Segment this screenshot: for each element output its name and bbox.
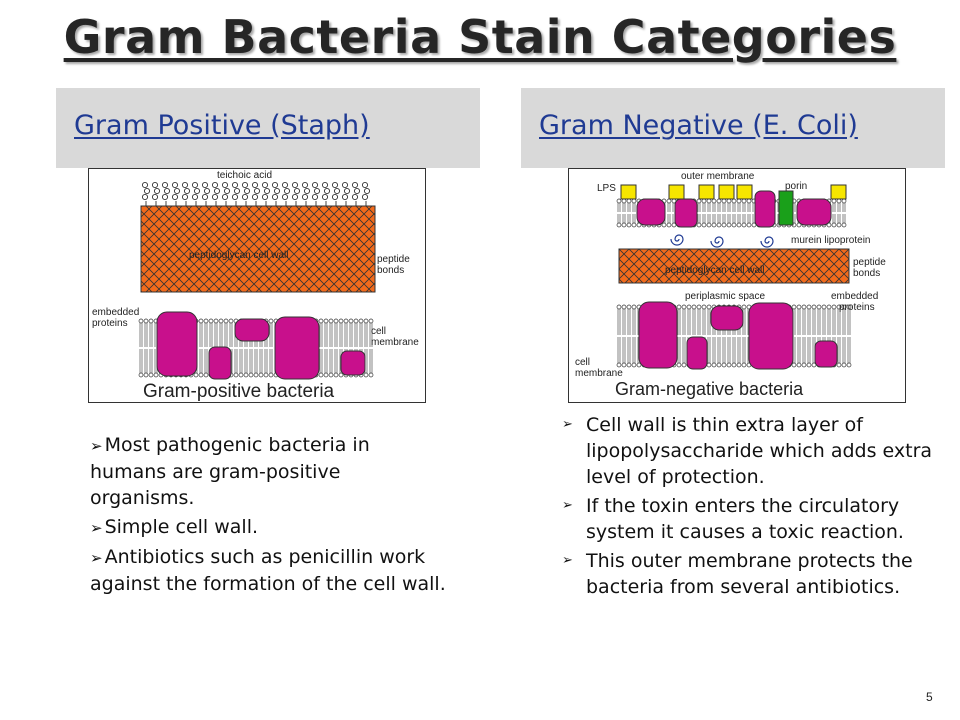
lps-block (620, 184, 637, 200)
bullet-text: Antibiotics such as penicillin work agai… (90, 546, 446, 595)
embedded-label-1: embedded (831, 291, 878, 302)
outer-membrane-label: outer membrane (681, 171, 755, 182)
peptide-label-1: peptide (853, 257, 886, 268)
embedded-label-2: proteins (92, 318, 128, 329)
embedded-protein (814, 340, 838, 368)
embedded-protein (274, 316, 320, 380)
peptide-label-1: peptide (377, 254, 410, 265)
lps-block (668, 184, 685, 200)
porin (778, 190, 794, 226)
diagram-caption: Gram-positive bacteria (143, 381, 335, 402)
membrane-label-2: membrane (371, 337, 419, 348)
peptide-label-2: bonds (853, 268, 880, 279)
bullet-item: ➢ If the toxin enters the circulatory sys… (562, 493, 947, 545)
embedded-protein (208, 346, 232, 380)
lps-label: LPS (597, 183, 616, 194)
embedded-label-2: proteins (839, 302, 875, 313)
gram-negative-diagram: peptidoglycan cell wall LPS outer membra… (568, 168, 906, 403)
lps-block (830, 184, 847, 200)
teichoic-label: teichoic acid (217, 170, 272, 181)
gram-negative-header-box: Gram Negative (E. Coli) (521, 88, 945, 168)
embedded-label-1: embedded (92, 307, 139, 318)
embedded-protein (686, 336, 708, 370)
arrow-bullet-icon: ➢ (90, 437, 103, 455)
bullet-text: If the toxin enters the circulatory syst… (586, 495, 904, 543)
gram-negative-illustration: peptidoglycan cell wall LPS outer membra… (575, 171, 886, 399)
bullet-text: Cell wall is thin extra layer of lipopol… (586, 414, 933, 488)
murein-lipoprotein-swirls (670, 234, 774, 248)
arrow-bullet-icon: ➢ (90, 519, 103, 537)
arrow-bullet-icon: ➢ (562, 498, 573, 513)
bullet-item: ➢ Most pathogenic bacteria in humans are … (90, 432, 450, 511)
embedded-protein (156, 311, 198, 377)
outer-membrane-protein (674, 198, 698, 228)
lps-block (718, 184, 735, 200)
bullet-item: ➢ Simple cell wall. (90, 514, 450, 541)
membrane-label-1: cell (575, 357, 590, 368)
gram-positive-bullets: ➢ Most pathogenic bacteria in humans are … (90, 432, 450, 600)
bullet-text: This outer membrane protects the bacteri… (586, 550, 913, 598)
outer-membrane-protein (754, 190, 776, 228)
embedded-protein (748, 302, 794, 370)
embedded-protein (340, 350, 366, 376)
gram-negative-header[interactable]: Gram Negative (E. Coli) (539, 110, 858, 141)
wall-label: peptidoglycan cell wall (189, 250, 289, 261)
embedded-protein (710, 305, 744, 331)
bullet-item: ➢ This outer membrane protects the bacter… (562, 548, 947, 600)
page-number: 5 (926, 690, 933, 704)
lps-block (736, 184, 753, 200)
arrow-bullet-icon: ➢ (562, 417, 573, 432)
murein-label: murein lipoprotein (791, 235, 871, 246)
periplasmic-label: periplasmic space (685, 291, 765, 302)
peptidoglycan-wall (140, 205, 376, 293)
arrow-bullet-icon: ➢ (90, 549, 103, 567)
wall-label: peptidoglycan cell wall (665, 265, 765, 276)
membrane-label-1: cell (371, 326, 386, 337)
bullet-item: ➢ Antibiotics such as penicillin work aga… (90, 544, 450, 597)
membrane-label-2: membrane (575, 368, 623, 379)
bullet-text: Simple cell wall. (104, 516, 259, 538)
bullet-text: Most pathogenic bacteria in humans are g… (90, 434, 370, 509)
lps-block (698, 184, 715, 200)
gram-positive-diagram: peptidoglycan cell wall teichoic acid pe… (88, 168, 426, 403)
embedded-protein (638, 301, 678, 369)
peptidoglycan-wall (618, 248, 850, 284)
peptide-label-2: bonds (377, 265, 404, 276)
gram-positive-illustration: peptidoglycan cell wall teichoic acid pe… (92, 170, 419, 402)
arrow-bullet-icon: ➢ (562, 553, 573, 568)
outer-membrane-protein (636, 198, 666, 226)
slide-title: Gram Bacteria Stain Categories (63, 10, 897, 64)
teichoic-acid-chains (141, 181, 371, 206)
gram-positive-header[interactable]: Gram Positive (Staph) (74, 110, 370, 141)
gram-positive-header-box: Gram Positive (Staph) (56, 88, 480, 168)
diagram-caption: Gram-negative bacteria (615, 379, 804, 399)
gram-negative-bullets: ➢ Cell wall is thin extra layer of lipopo… (562, 412, 947, 603)
embedded-protein (234, 318, 270, 342)
outer-membrane-protein (796, 198, 832, 226)
bullet-item: ➢ Cell wall is thin extra layer of lipopo… (562, 412, 947, 490)
porin-label: porin (785, 181, 807, 192)
